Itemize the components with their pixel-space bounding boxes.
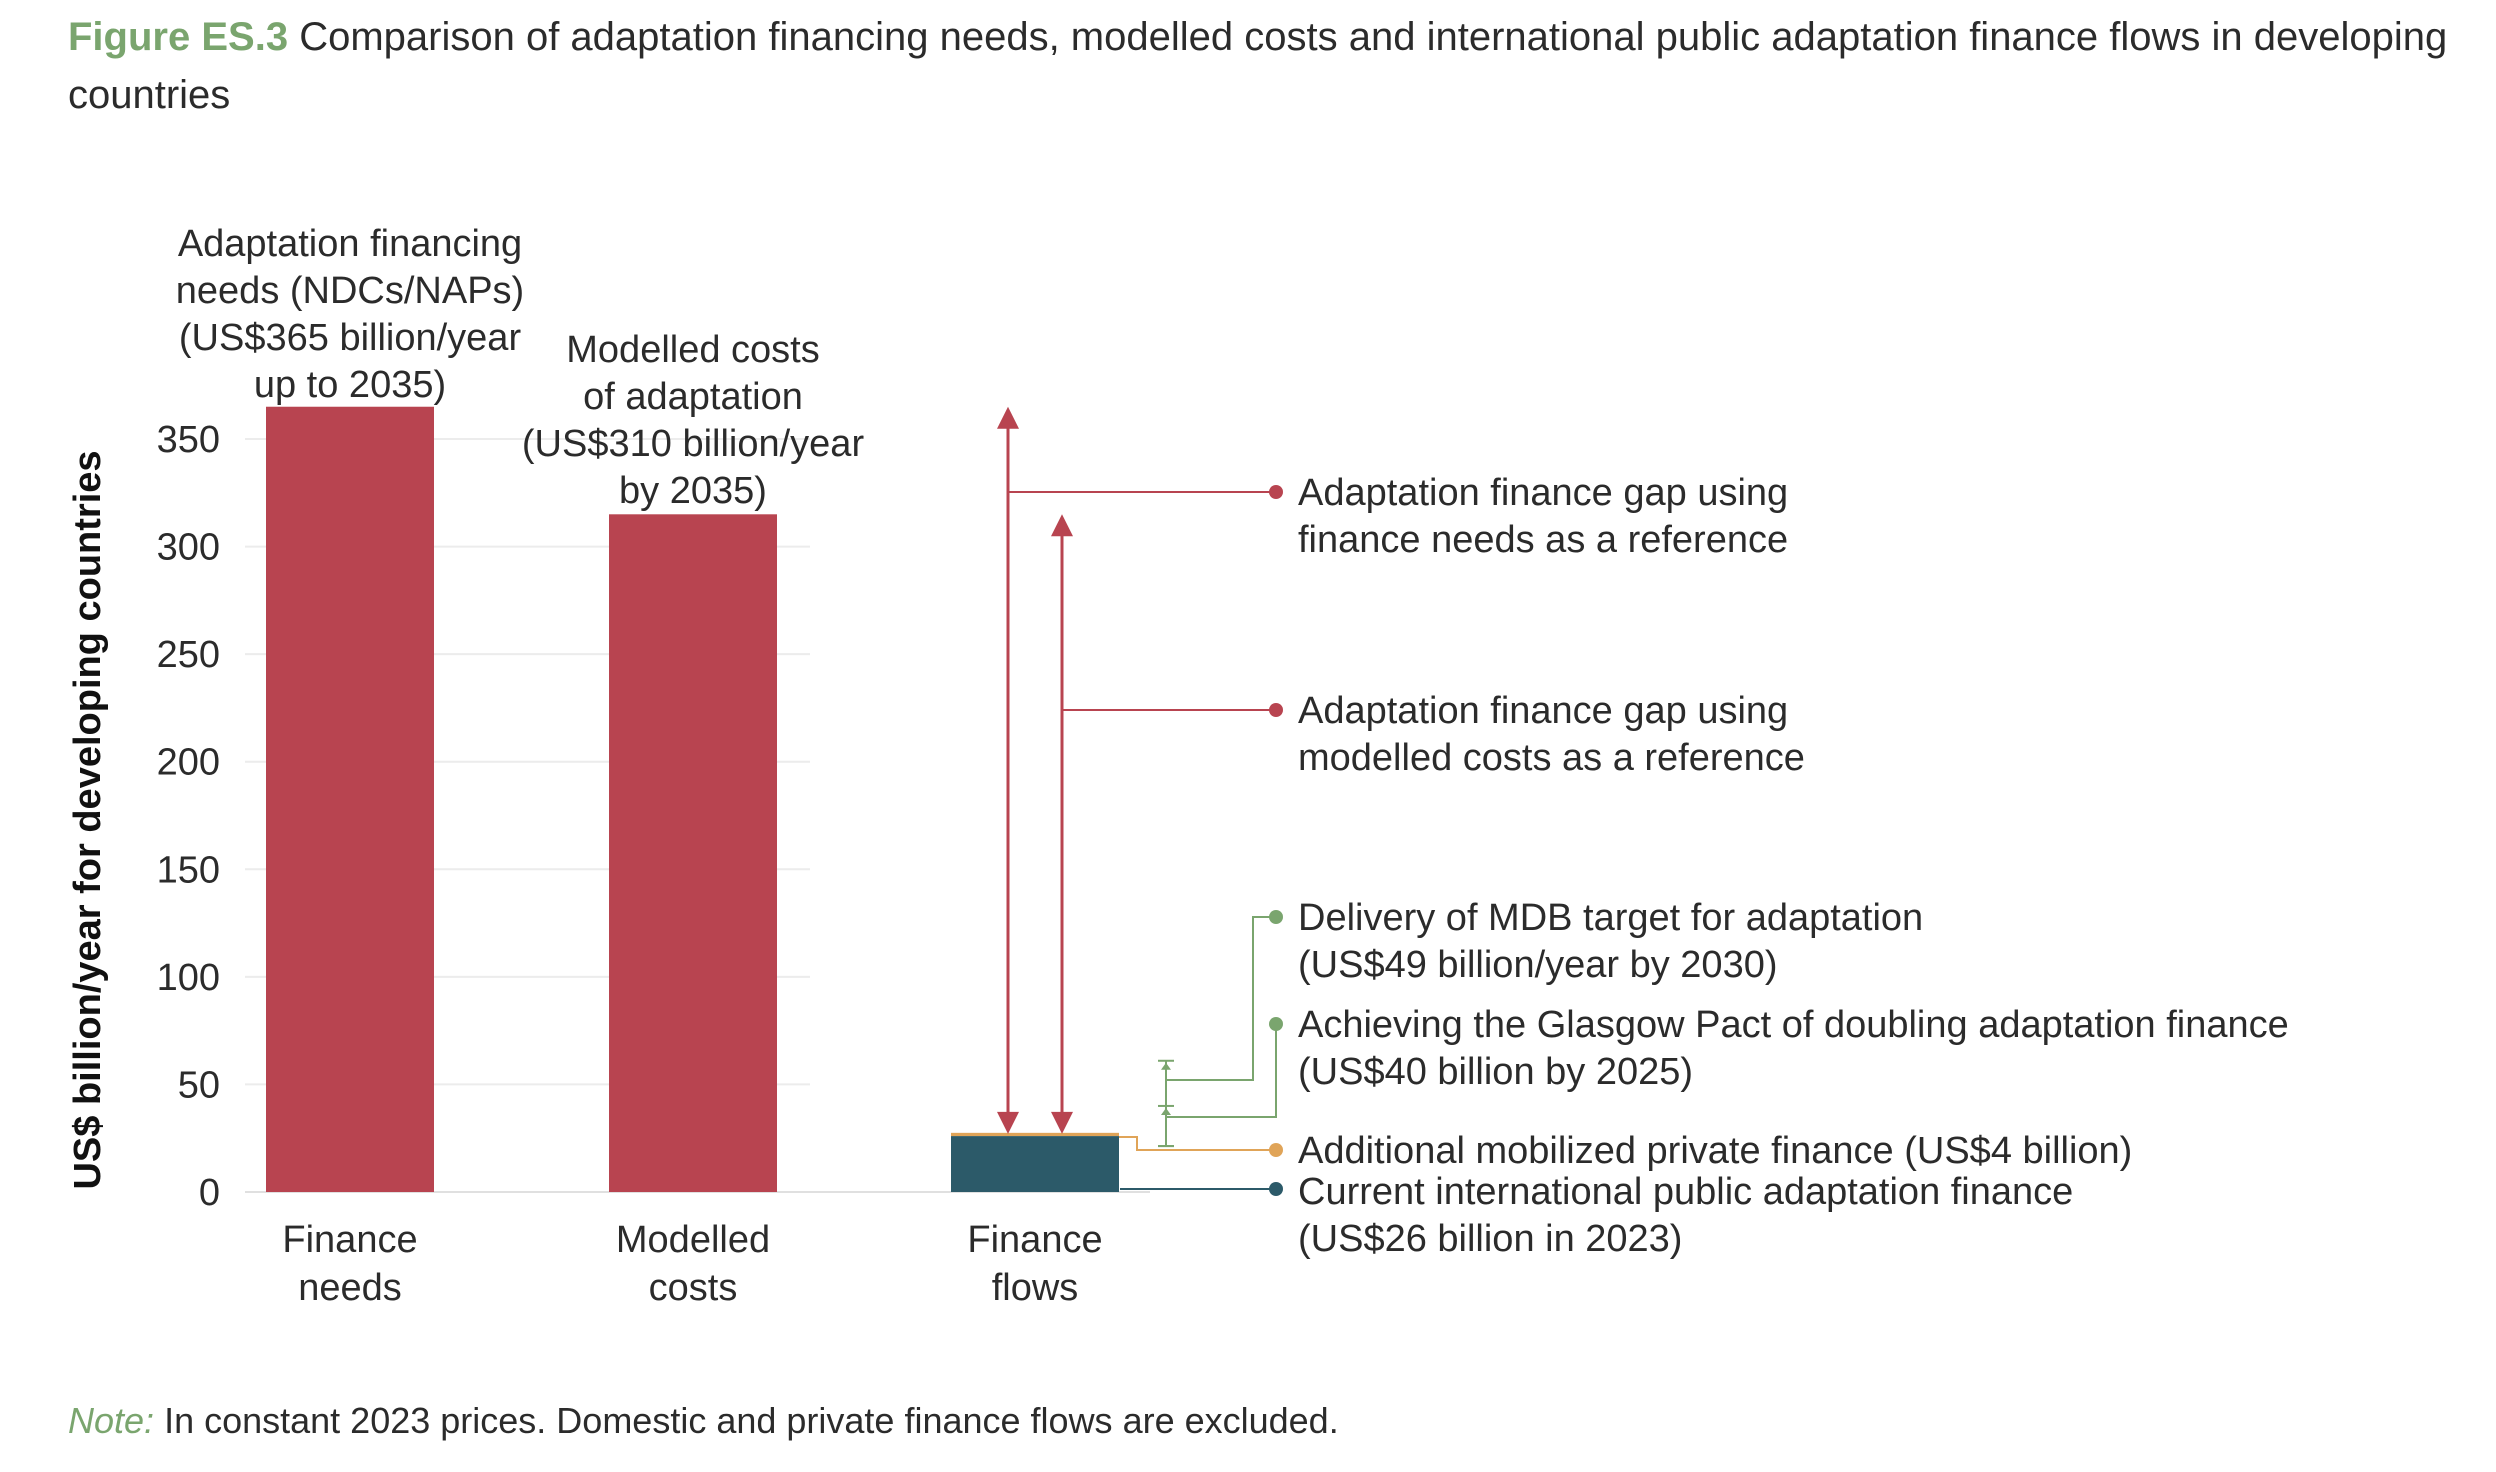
figure-title: Figure ES.3 Comparison of adaptation fin… bbox=[68, 8, 2448, 124]
y-tick-label: 0 bbox=[199, 1172, 220, 1214]
y-tick-label: 350 bbox=[157, 419, 220, 461]
callout-leader-line bbox=[1119, 1136, 1276, 1151]
callout-leader-line bbox=[1166, 1024, 1277, 1118]
chart-note: Note: In constant 2023 prices. Domestic … bbox=[68, 1400, 1339, 1442]
gap-arrow-head-up bbox=[997, 406, 1019, 429]
callout-dot bbox=[1269, 1182, 1283, 1196]
bar-public-finance bbox=[951, 1136, 1119, 1192]
callout-dot bbox=[1269, 1017, 1283, 1031]
callout-label: Achieving the Glasgow Pact of doubling a… bbox=[1298, 1004, 2289, 1093]
callout-label: Additional mobilized private finance (US… bbox=[1298, 1130, 2132, 1172]
note-label: Note: bbox=[68, 1400, 155, 1441]
y-tick-label: 50 bbox=[178, 1064, 220, 1106]
figure-label: Figure ES.3 bbox=[68, 15, 289, 59]
x-category-label: Finance needs bbox=[282, 1219, 417, 1309]
callout-dot bbox=[1269, 703, 1283, 717]
gap-arrow-head-up bbox=[1051, 514, 1073, 537]
callout-label: Current international public adaptation … bbox=[1298, 1171, 2073, 1260]
bar-annotation-finance-needs: Adaptation financing needs (NDCs/NAPs) (US… bbox=[176, 223, 524, 406]
gap-arrow-head-down bbox=[1051, 1111, 1073, 1134]
bar-private-finance bbox=[951, 1132, 1119, 1137]
chart: 0 50 100 150 200 250 300 350 US$ billion/year fo… bbox=[67, 223, 2289, 1309]
x-category-label: Finance flows bbox=[967, 1219, 1102, 1309]
bar-finance-needs bbox=[266, 406, 434, 1192]
x-category-label: Modelled costs bbox=[616, 1219, 770, 1309]
figure-title-text: Comparison of adaptation financing needs… bbox=[68, 15, 2448, 117]
y-tick-label: 200 bbox=[157, 742, 220, 784]
callout-dot bbox=[1269, 1143, 1283, 1157]
y-axis-label: US$ billion/year for developing countrie… bbox=[67, 450, 109, 1189]
y-tick-label: 150 bbox=[157, 849, 220, 891]
y-tick-label: 250 bbox=[157, 634, 220, 676]
callout-leader-line bbox=[1166, 916, 1276, 1081]
gap-arrow-head-down bbox=[997, 1111, 1019, 1134]
target-arrow-head bbox=[1161, 1062, 1171, 1070]
bar-annotation-modelled-costs: Modelled costs of adaptation (US$310 billi… bbox=[522, 329, 865, 512]
callout-label: Adaptation finance gap using modelled cos… bbox=[1298, 690, 1805, 779]
callout-dot bbox=[1269, 910, 1283, 924]
callout-label: Adaptation finance gap using finance need… bbox=[1298, 472, 1788, 561]
bar-modelled-costs bbox=[609, 514, 777, 1192]
callout-dot bbox=[1269, 485, 1283, 499]
y-tick-label: 300 bbox=[157, 527, 220, 569]
note-text: In constant 2023 prices. Domestic and pr… bbox=[164, 1400, 1339, 1441]
y-tick-label: 100 bbox=[157, 957, 220, 999]
callout-label: Delivery of MDB target for adaptation (US… bbox=[1298, 897, 1923, 986]
